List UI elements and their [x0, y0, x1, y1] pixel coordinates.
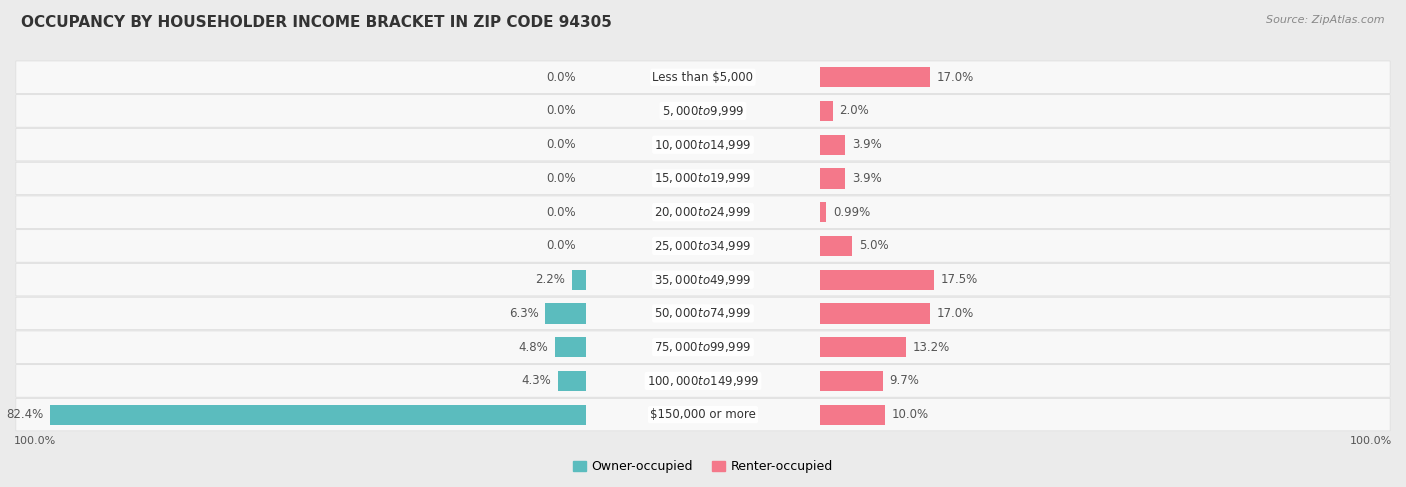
Text: 82.4%: 82.4%	[7, 408, 44, 421]
Text: $20,000 to $24,999: $20,000 to $24,999	[654, 205, 752, 219]
Bar	[820, 303, 931, 323]
Bar	[572, 270, 586, 290]
Text: 3.9%: 3.9%	[852, 172, 882, 185]
Text: 0.0%: 0.0%	[547, 240, 576, 252]
FancyBboxPatch shape	[15, 129, 1391, 161]
Text: $150,000 or more: $150,000 or more	[650, 408, 756, 421]
Text: $15,000 to $19,999: $15,000 to $19,999	[654, 171, 752, 186]
Text: 2.0%: 2.0%	[839, 104, 869, 117]
Text: 100.0%: 100.0%	[14, 436, 56, 446]
Bar	[820, 371, 883, 391]
Bar	[820, 236, 852, 256]
FancyBboxPatch shape	[15, 331, 1391, 363]
Text: 100.0%: 100.0%	[1350, 436, 1392, 446]
Bar	[546, 303, 586, 323]
Bar	[820, 337, 905, 357]
Text: $5,000 to $9,999: $5,000 to $9,999	[662, 104, 744, 118]
FancyBboxPatch shape	[15, 263, 1391, 296]
Bar	[555, 337, 586, 357]
Text: $35,000 to $49,999: $35,000 to $49,999	[654, 273, 752, 287]
Text: 0.0%: 0.0%	[547, 138, 576, 151]
Text: Source: ZipAtlas.com: Source: ZipAtlas.com	[1267, 15, 1385, 25]
Text: 0.0%: 0.0%	[547, 71, 576, 84]
FancyBboxPatch shape	[15, 230, 1391, 262]
Text: 17.0%: 17.0%	[936, 71, 974, 84]
Text: OCCUPANCY BY HOUSEHOLDER INCOME BRACKET IN ZIP CODE 94305: OCCUPANCY BY HOUSEHOLDER INCOME BRACKET …	[21, 15, 612, 30]
Bar	[820, 101, 832, 121]
Text: 5.0%: 5.0%	[859, 240, 889, 252]
Text: 0.0%: 0.0%	[547, 172, 576, 185]
Bar	[820, 67, 931, 87]
FancyBboxPatch shape	[15, 196, 1391, 228]
Bar	[820, 169, 845, 188]
Bar	[51, 405, 586, 425]
Text: $10,000 to $14,999: $10,000 to $14,999	[654, 138, 752, 151]
Legend: Owner-occupied, Renter-occupied: Owner-occupied, Renter-occupied	[568, 455, 838, 478]
Text: $100,000 to $149,999: $100,000 to $149,999	[647, 374, 759, 388]
Bar	[558, 371, 586, 391]
Text: $25,000 to $34,999: $25,000 to $34,999	[654, 239, 752, 253]
FancyBboxPatch shape	[15, 398, 1391, 431]
Text: 0.99%: 0.99%	[832, 206, 870, 219]
Text: 2.2%: 2.2%	[536, 273, 565, 286]
Bar	[820, 270, 934, 290]
Text: $75,000 to $99,999: $75,000 to $99,999	[654, 340, 752, 354]
Text: $50,000 to $74,999: $50,000 to $74,999	[654, 306, 752, 320]
Text: 10.0%: 10.0%	[891, 408, 928, 421]
Text: 17.5%: 17.5%	[941, 273, 977, 286]
FancyBboxPatch shape	[15, 162, 1391, 195]
FancyBboxPatch shape	[15, 61, 1391, 94]
Text: Less than $5,000: Less than $5,000	[652, 71, 754, 84]
Text: 0.0%: 0.0%	[547, 104, 576, 117]
Text: 17.0%: 17.0%	[936, 307, 974, 320]
Text: 13.2%: 13.2%	[912, 341, 949, 354]
FancyBboxPatch shape	[15, 95, 1391, 127]
FancyBboxPatch shape	[15, 297, 1391, 330]
Text: 6.3%: 6.3%	[509, 307, 538, 320]
Text: 9.7%: 9.7%	[890, 375, 920, 388]
Text: 4.8%: 4.8%	[519, 341, 548, 354]
Bar	[820, 405, 884, 425]
Bar	[820, 134, 845, 155]
FancyBboxPatch shape	[15, 365, 1391, 397]
Bar	[820, 202, 827, 222]
Text: 4.3%: 4.3%	[522, 375, 551, 388]
Text: 0.0%: 0.0%	[547, 206, 576, 219]
Text: 3.9%: 3.9%	[852, 138, 882, 151]
